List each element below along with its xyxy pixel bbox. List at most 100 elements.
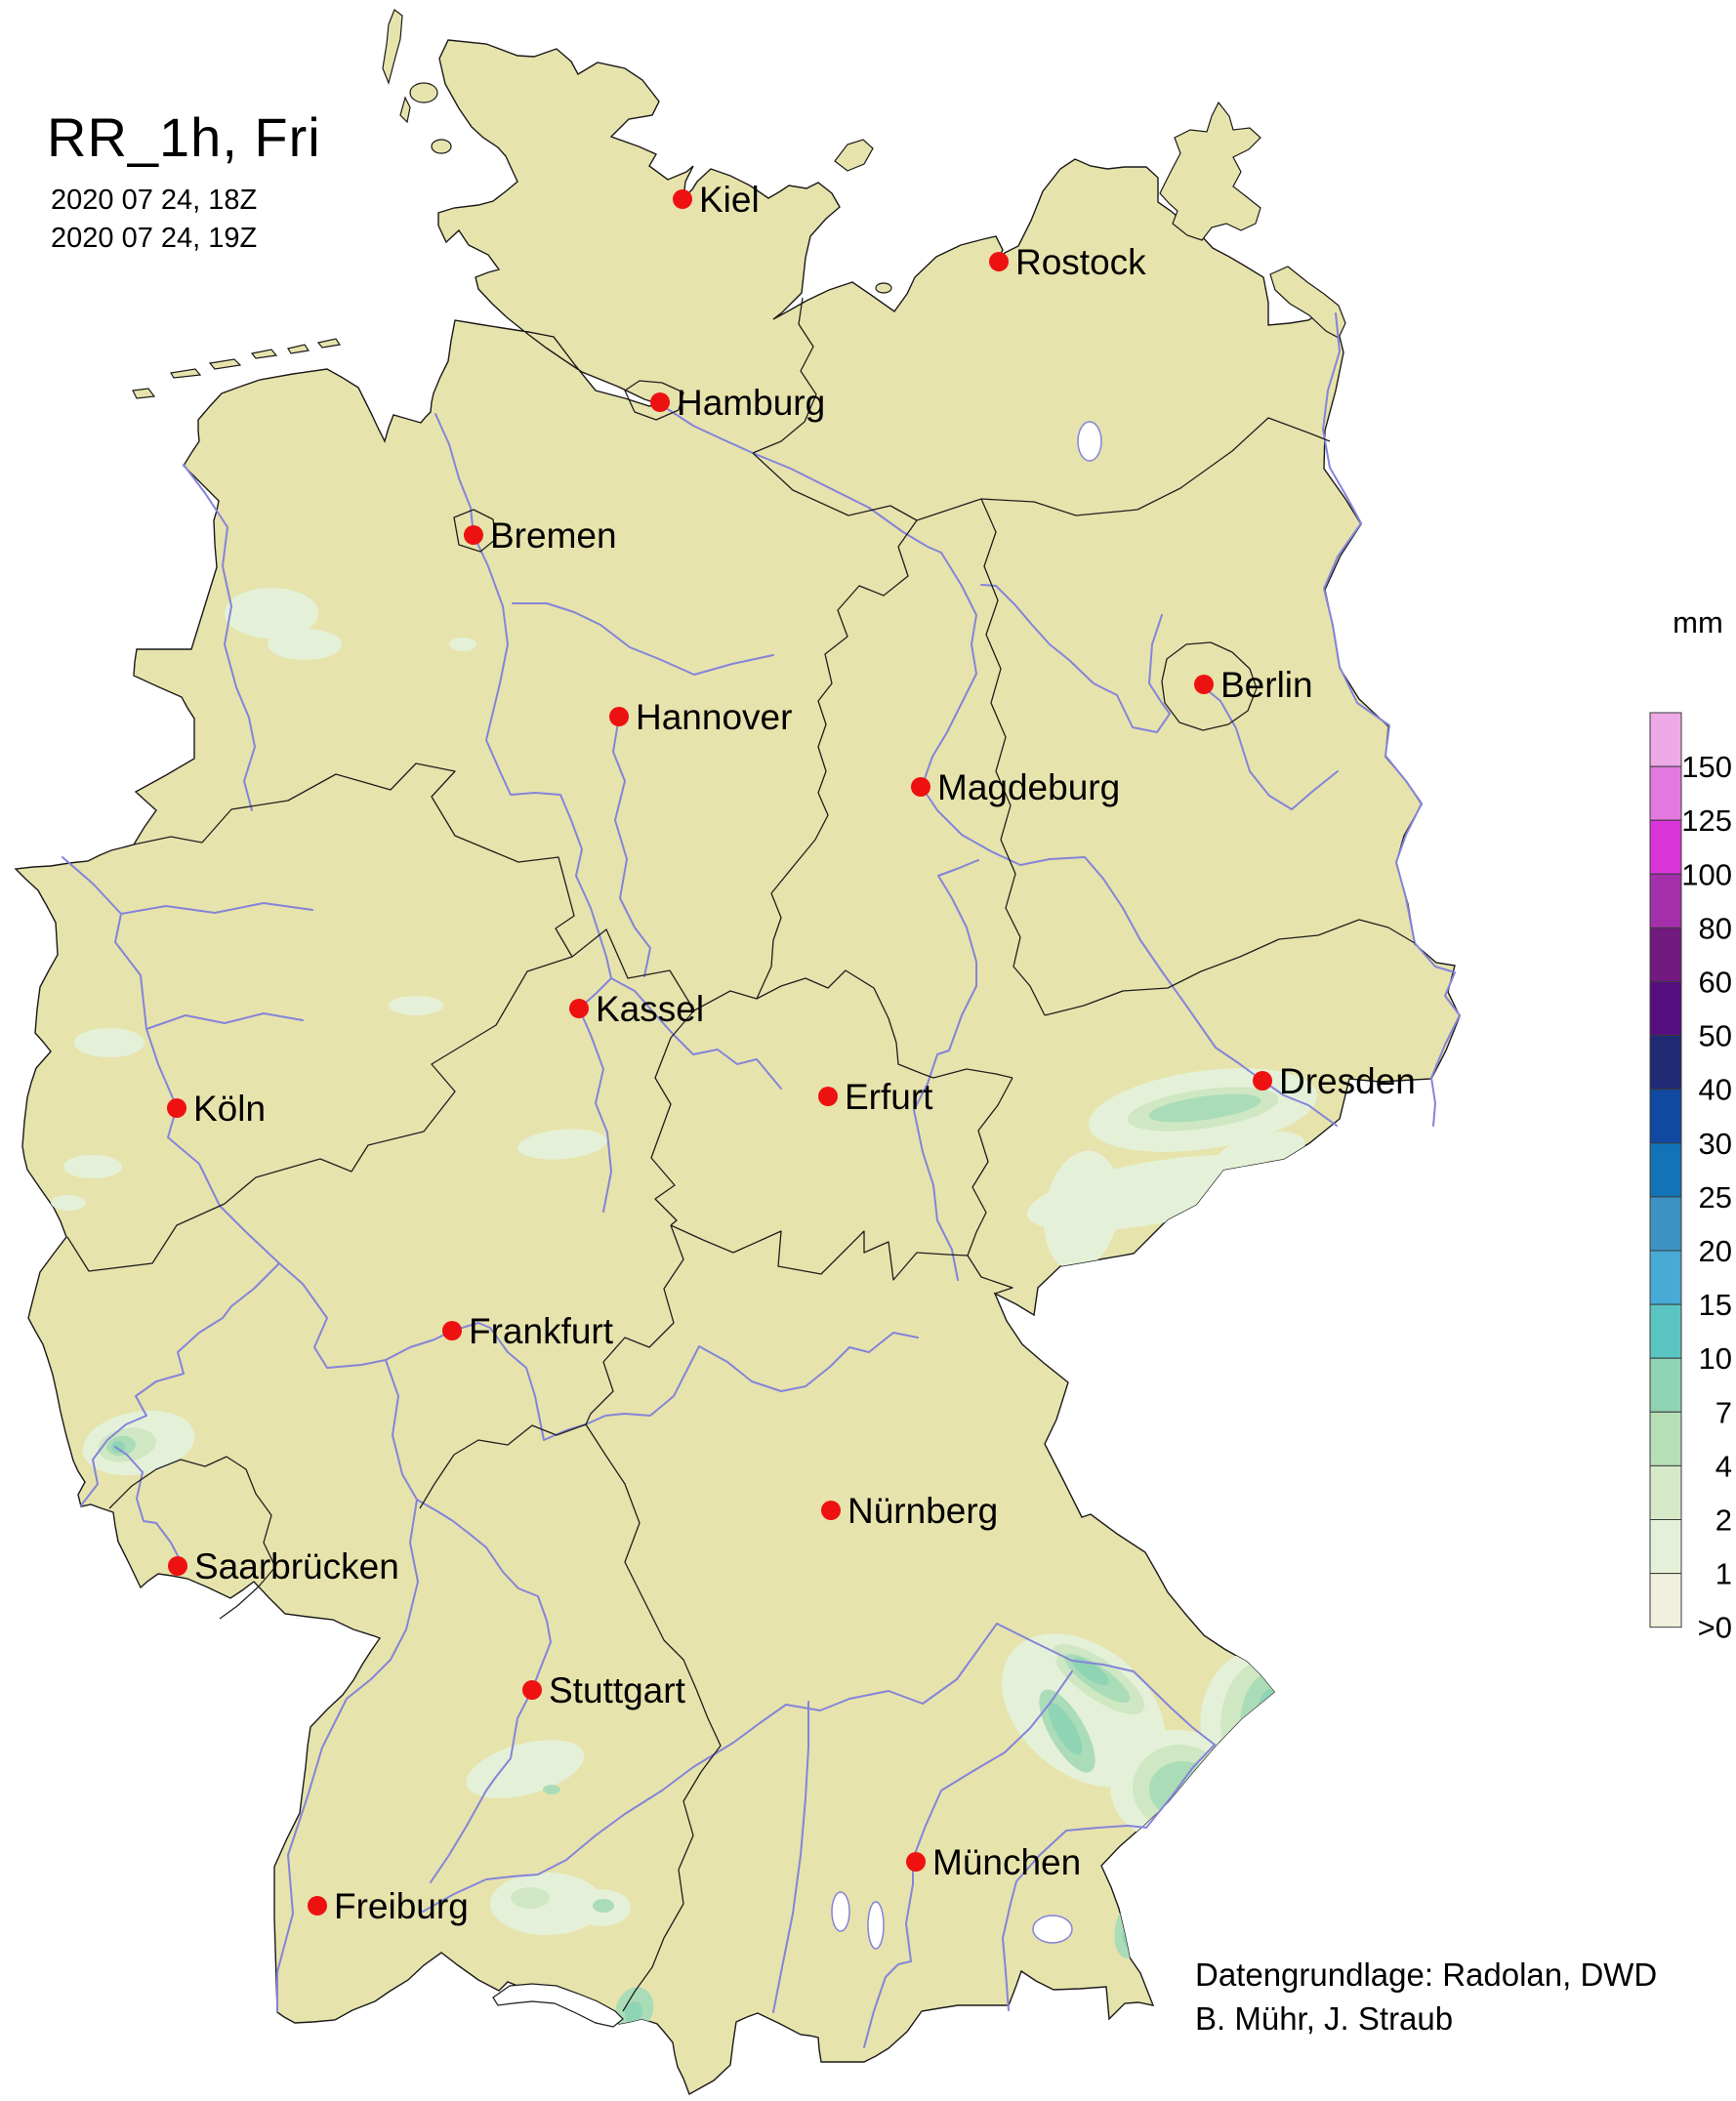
legend-label: 125 [1681, 803, 1732, 838]
city-label: Saarbrücken [194, 1546, 399, 1586]
legend-label: 50 [1699, 1019, 1732, 1053]
legend-box [1649, 1250, 1682, 1305]
state-border-bb-sn [1044, 919, 1416, 1016]
river-spree [1203, 686, 1339, 810]
island-ruegen [1159, 101, 1261, 241]
legend-label: 2 [1715, 1504, 1732, 1538]
city-label: Frankfurt [469, 1311, 614, 1351]
city-label: Kiel [699, 180, 760, 220]
city-dot [821, 1501, 841, 1520]
state-border-hamburg [624, 380, 684, 421]
legend-box [1649, 1573, 1682, 1628]
state-border-sa-th [756, 969, 1013, 1079]
state-border-ns-he [571, 928, 695, 1011]
city-label: München [932, 1842, 1081, 1882]
precip-patch [225, 588, 318, 639]
island-spiekeroog [287, 344, 310, 354]
state-borders [66, 297, 1416, 2012]
lake-chiemsee [1032, 1915, 1073, 1944]
color-legend: 150 125 100 80 60 50 40 30 25 20 15 10 7 4 2 1 >0 [1649, 712, 1732, 1645]
legend-box [1649, 1142, 1682, 1198]
city-dot [1194, 675, 1214, 694]
city-dot [673, 189, 692, 209]
city-label: Hannover [636, 697, 792, 737]
river-oder-neisse [1322, 312, 1461, 1127]
city-label: Bremen [490, 515, 617, 556]
river-saale [913, 859, 979, 1281]
legend-box [1649, 1411, 1682, 1466]
legend-box [1649, 1519, 1682, 1575]
legend-unit-label: mm [1673, 605, 1723, 639]
lakes [492, 421, 1102, 2028]
legend-label: >0 [1698, 1611, 1732, 1645]
river-main [385, 1322, 919, 1441]
city-label: Erfurt [845, 1077, 933, 1117]
city-dot [818, 1087, 838, 1106]
precip-patch [1002, 1633, 1166, 1788]
river-lech [772, 1701, 809, 2013]
precip-patch [389, 996, 443, 1015]
precip-patch [63, 1155, 122, 1178]
city-dot [906, 1852, 926, 1872]
legend-box [1649, 1035, 1682, 1091]
legend-box [1649, 765, 1682, 821]
island-juist [170, 368, 202, 379]
legend-box [1649, 1303, 1682, 1359]
state-border-mv-bb [752, 417, 1331, 521]
city-dot [464, 525, 483, 545]
city-dot [569, 999, 589, 1018]
precip-patch [268, 629, 342, 660]
state-border-nrw-rp-he [66, 956, 573, 1272]
map-title: RR_1h, Fri [47, 106, 321, 168]
map-date-range: 2020 07 24, 18Z 2020 07 24, 19Z [51, 182, 257, 258]
lake-constance [492, 1983, 624, 2028]
island-foehr [409, 82, 438, 103]
state-border-ns-sa [693, 519, 918, 1011]
city-label: Berlin [1220, 665, 1313, 705]
legend-label: 1 [1715, 1557, 1732, 1591]
map-date-start: 2020 07 24, 18Z [51, 185, 258, 216]
city-dot [522, 1680, 542, 1700]
state-border-th-by [670, 1224, 969, 1281]
lake-ammersee [831, 1891, 850, 1932]
city-dot [911, 777, 930, 797]
river-saar [114, 1446, 185, 1568]
precip-patch [74, 1028, 145, 1057]
river-werra [610, 977, 782, 1090]
lake-mueritz [1077, 421, 1102, 462]
island-borkum [132, 388, 156, 399]
river-rhine [62, 856, 419, 2012]
island-wangerooge [316, 338, 342, 349]
river-lippe [120, 902, 313, 915]
legend-label: 15 [1699, 1288, 1732, 1322]
precip-patch [1048, 1703, 1083, 1755]
state-border-sh-mv [752, 297, 817, 454]
legend-box [1649, 873, 1682, 928]
state-border-he-by [419, 1224, 684, 1509]
city-label: Freiburg [334, 1886, 469, 1926]
precip-patch [593, 1899, 614, 1913]
city-label: Magdeburg [937, 767, 1120, 807]
city-dot [650, 392, 670, 412]
precip-patch [624, 2001, 643, 2023]
precip-patch [111, 1441, 125, 1453]
river-leine [612, 716, 651, 977]
island-poel [875, 282, 892, 294]
legend-label: 10 [1699, 1341, 1732, 1376]
precip-patch [1182, 1791, 1208, 1812]
river-ruhr [145, 1012, 304, 1030]
precip-patch [1072, 1657, 1109, 1686]
city-label: Rostock [1015, 242, 1146, 282]
city-markers: Kiel Rostock Hamburg Bremen Hannover Berlin Ma… [167, 180, 1416, 1926]
river-aller [512, 602, 774, 676]
city-label: Köln [193, 1089, 266, 1129]
legend-label: 60 [1699, 966, 1732, 1000]
state-border-th-sn [967, 1077, 1013, 1256]
precip-patch [1015, 1649, 1058, 1674]
city-label: Dresden [1279, 1061, 1416, 1101]
precip-patch [51, 1195, 86, 1211]
precip-patch [466, 1740, 585, 1798]
precip-patch [543, 1785, 560, 1794]
island-usedom [1269, 266, 1346, 339]
